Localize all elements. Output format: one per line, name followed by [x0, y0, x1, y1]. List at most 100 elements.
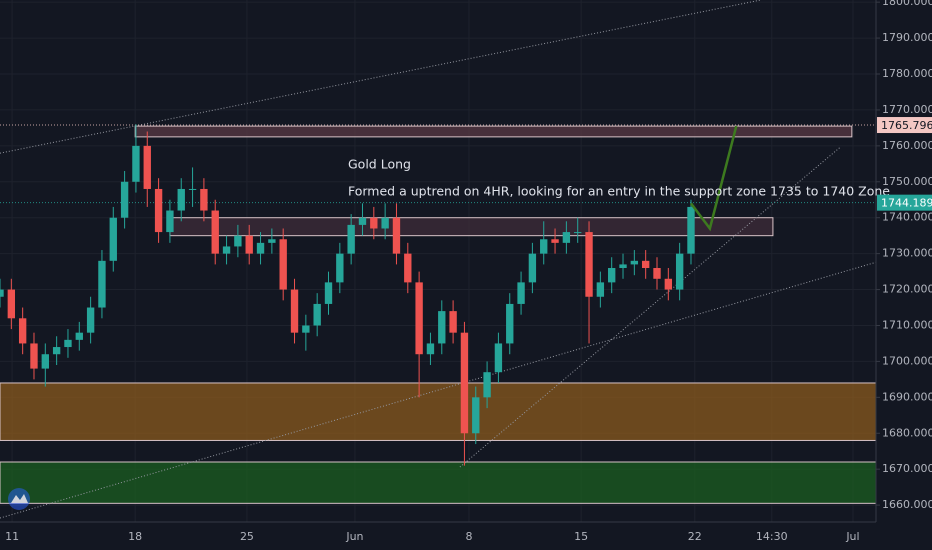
candle-body [641, 260, 650, 269]
candle-body [222, 246, 231, 254]
x-tick-label: 18 [128, 530, 142, 543]
y-tick-label: 1660.000 [882, 498, 932, 511]
y-tick-label: 1800.000 [882, 0, 932, 8]
candle-body [472, 397, 480, 434]
candle-body [585, 232, 593, 297]
annotation: Formed a uptrend on 4HR, looking for an … [348, 184, 890, 199]
candle-body [18, 318, 27, 344]
candle-body [619, 264, 627, 269]
y-tick-label: 1750.000 [882, 175, 932, 188]
candle-body [177, 188, 185, 211]
candle-body [188, 188, 197, 190]
candle-body [256, 242, 265, 254]
candle-body [562, 232, 571, 243]
candle-body [449, 311, 457, 333]
candle-body [154, 188, 163, 233]
logo[interactable] [8, 488, 30, 510]
candle-body [517, 282, 525, 304]
candle-body [211, 210, 219, 254]
y-tick-label: 1700.000 [882, 354, 932, 367]
price-label-bg [877, 117, 932, 134]
candle-body [675, 253, 684, 290]
candle-body [166, 210, 174, 233]
candle-body [540, 239, 548, 254]
y-tick-label: 1710.000 [882, 318, 932, 331]
price-label: 1744.189 [881, 197, 932, 210]
x-tick-label: Jun [345, 530, 363, 543]
y-tick-label: 1730.000 [882, 247, 932, 260]
candle-body [426, 343, 435, 355]
candle-body [415, 282, 423, 355]
candle-body [120, 181, 129, 218]
candle-body [279, 239, 287, 290]
candle-body [52, 347, 61, 355]
y-tick-label: 1760.000 [882, 139, 932, 152]
annotation: Gold Long [348, 157, 411, 172]
y-tick-label: 1680.000 [882, 426, 932, 439]
candle-body [370, 217, 378, 229]
candle-body [381, 217, 389, 229]
candle-body [664, 278, 673, 290]
candle-body [200, 188, 208, 211]
price-label: 1765.796 [881, 119, 932, 132]
candle-body [109, 217, 117, 261]
x-tick-label: 22 [688, 530, 702, 543]
y-tick-label: 1670.000 [882, 462, 932, 475]
candle-body [290, 289, 299, 333]
candle-body [494, 343, 503, 373]
candle-body [596, 282, 605, 297]
trendline [0, 261, 877, 519]
candle-body [313, 303, 321, 326]
candle-body [86, 307, 95, 333]
candle-body [506, 303, 514, 344]
candle-body [608, 268, 616, 283]
y-tick-label: 1770.000 [882, 103, 932, 116]
candle-body [438, 311, 446, 344]
candle-body [687, 206, 695, 254]
candle-body [98, 260, 106, 308]
candle-body [358, 217, 367, 225]
candle-body [347, 224, 355, 254]
candle-body [30, 343, 38, 369]
candle-body [574, 232, 582, 234]
candle-body [551, 239, 559, 243]
trendline [0, 0, 761, 154]
candle-body [392, 217, 401, 254]
x-tick-label: 11 [5, 530, 19, 543]
candle-body [41, 354, 49, 369]
x-tick-label: 14:30 [756, 530, 788, 543]
candle-body [7, 289, 16, 319]
candle-body [630, 260, 639, 265]
candle-body [528, 253, 537, 283]
y-tick-label: 1790.000 [882, 31, 932, 44]
candle-body [268, 239, 276, 243]
candle-body [245, 235, 253, 254]
candle-body [483, 372, 491, 398]
candle-body [64, 339, 72, 348]
candle-body [75, 332, 83, 340]
x-tick-label: 25 [240, 530, 254, 543]
candle-body [132, 145, 140, 182]
candle-body [234, 235, 242, 247]
forecast-path [689, 125, 738, 232]
price-label-bg [877, 194, 932, 211]
x-tick-label: Jul [845, 530, 859, 543]
zone [0, 382, 877, 441]
y-tick-label: 1780.000 [882, 67, 932, 80]
candle-body [302, 325, 310, 333]
y-tick-label: 1740.000 [882, 211, 932, 224]
candle-body [143, 145, 151, 189]
zone [0, 461, 877, 504]
candle-body [324, 282, 333, 304]
candle-body [404, 253, 412, 283]
x-tick-label: 15 [574, 530, 588, 543]
candle-body [460, 332, 469, 434]
x-tick-label: 8 [465, 530, 472, 543]
y-tick-label: 1690.000 [882, 390, 932, 403]
zone [134, 125, 853, 138]
candle-body [336, 253, 344, 283]
candle-body [0, 289, 4, 297]
candle-body [653, 268, 661, 279]
